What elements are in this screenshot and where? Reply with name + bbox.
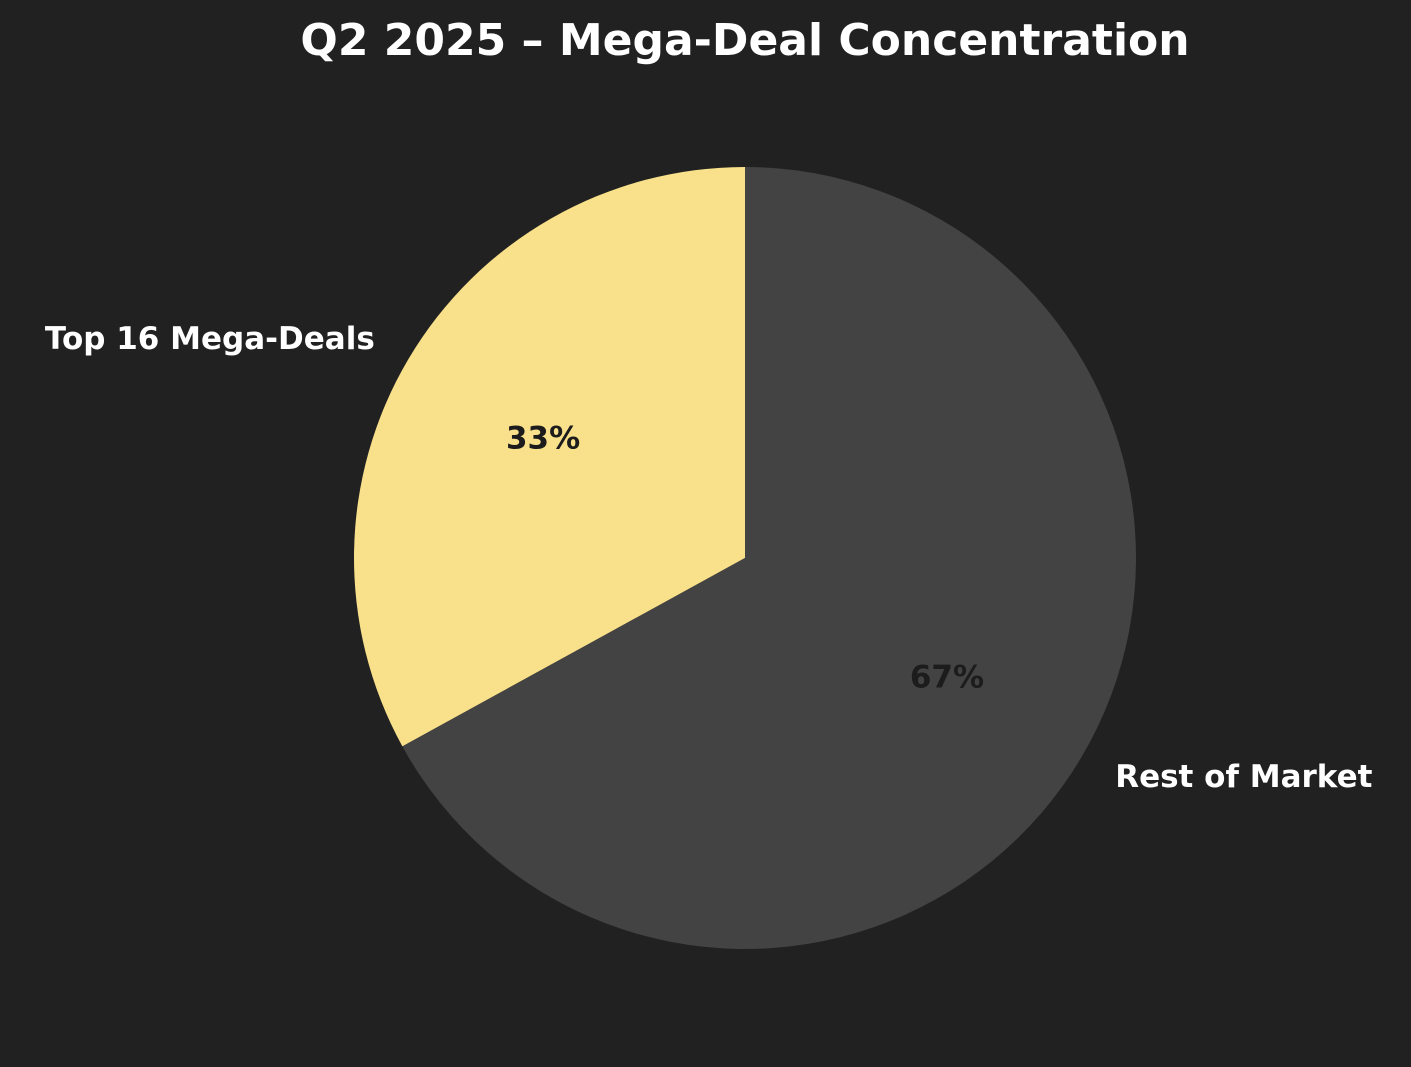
pie-slice-rest-of-market	[402, 167, 1137, 949]
pie-slices	[354, 167, 1137, 949]
pie-labels: 33% Top 16 Mega-Deals 67% Rest of Market	[45, 321, 1373, 795]
pie-pct-label-top-16-mega-deals: 33%	[506, 421, 580, 457]
chart-title: Q2 2025 – Mega-Deal Concentration	[300, 15, 1189, 66]
pie-pct-label-rest-of-market: 67%	[910, 659, 984, 695]
pie-slice-label-top-16-mega-deals: Top 16 Mega-Deals	[45, 321, 375, 357]
pie-slice-top-16-mega-deals	[354, 167, 745, 747]
pie-slice-label-rest-of-market: Rest of Market	[1115, 759, 1372, 795]
